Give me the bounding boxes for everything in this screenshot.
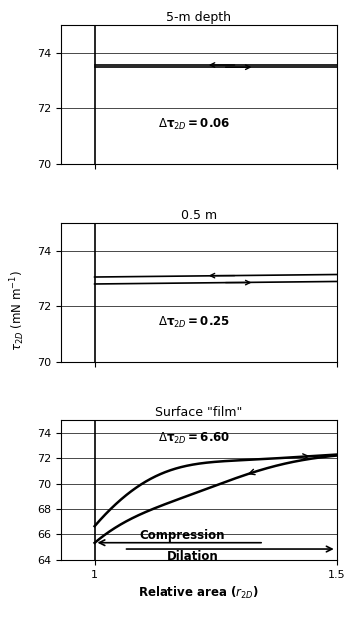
Text: $\tau_{2D}$ (mN m$^{-1}$): $\tau_{2D}$ (mN m$^{-1}$) — [9, 271, 27, 351]
Text: Dilation: Dilation — [167, 550, 219, 563]
Text: $\Delta\mathbf{\tau}_{2D}$$\mathbf{ = 0.06}$: $\Delta\mathbf{\tau}_{2D}$$\mathbf{ = 0.… — [158, 117, 230, 132]
Title: Surface "film": Surface "film" — [155, 406, 242, 419]
X-axis label: Relative area ($r_{2D}$): Relative area ($r_{2D}$) — [138, 585, 259, 601]
Text: Compression: Compression — [139, 529, 225, 542]
Title: 5-m depth: 5-m depth — [166, 11, 231, 24]
Title: 0.5 m: 0.5 m — [180, 208, 217, 221]
Text: $\Delta\mathbf{\tau}_{2D}$$\mathbf{ = 6.60}$: $\Delta\mathbf{\tau}_{2D}$$\mathbf{ = 6.… — [158, 431, 230, 446]
Text: $\Delta\mathbf{\tau}_{2D}$$\mathbf{ = 0.25}$: $\Delta\mathbf{\tau}_{2D}$$\mathbf{ = 0.… — [158, 315, 229, 330]
